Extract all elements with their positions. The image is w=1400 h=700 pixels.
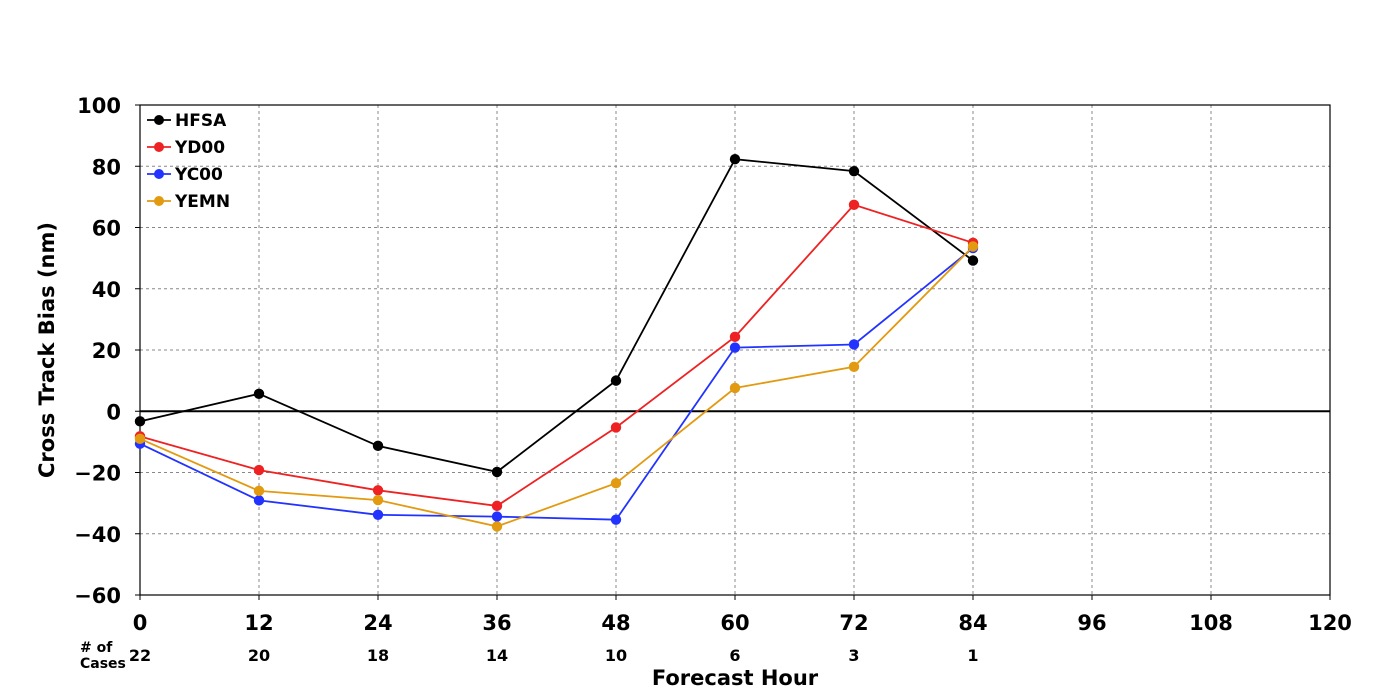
series-line (139, 245, 974, 528)
x-tick-label: 24 (363, 611, 392, 635)
legend-marker (154, 142, 164, 152)
legend-marker (154, 115, 164, 125)
cases-value: 10 (605, 646, 627, 665)
data-point (729, 342, 741, 353)
legend-label: YD00 (174, 138, 225, 158)
cases-value: 20 (248, 646, 270, 665)
data-point (848, 339, 860, 350)
series-line (139, 247, 974, 521)
data-point (610, 422, 622, 433)
x-tick-label: 0 (133, 611, 148, 635)
x-tick-label: 72 (839, 611, 868, 635)
data-point (253, 464, 265, 476)
data-point (134, 416, 146, 427)
x-tick-label: 60 (720, 611, 749, 635)
y-tick-labels: −60 −40 −20 0 20 40 60 80 100 (74, 94, 140, 608)
data-point (372, 485, 384, 496)
data-point (848, 361, 860, 373)
data-point (491, 521, 503, 532)
x-tick-label: 12 (244, 611, 273, 635)
legend-item: YC00 (147, 165, 223, 185)
data-point (848, 165, 860, 177)
data-point (372, 494, 384, 506)
data-point (848, 199, 860, 211)
cases-value: 14 (486, 646, 508, 665)
x-tick-label: 36 (482, 611, 511, 635)
data-point (253, 495, 265, 506)
y-tick-label: −40 (74, 523, 121, 547)
y-axis-title: Cross Track Bias (nm) (35, 222, 59, 478)
data-point (253, 485, 265, 497)
x-tick-labels: 0 12 24 36 48 60 72 84 96 108 120 (133, 595, 1352, 635)
legend: HFSA YD00 YC00 YEMN (147, 111, 230, 212)
y-tick-label: −20 (74, 462, 121, 486)
data-point (610, 375, 622, 386)
legend-label: YEMN (174, 192, 230, 212)
data-point (491, 500, 503, 512)
data-point (372, 509, 384, 520)
data-point (729, 382, 741, 394)
legend-marker (154, 169, 164, 179)
y-tick-label: 40 (92, 278, 121, 302)
legend-item: YEMN (147, 192, 230, 212)
y-tick-label: 20 (92, 339, 121, 363)
y-tick-label: 60 (92, 217, 121, 241)
series-yemn (134, 241, 979, 532)
x-tick-label: 96 (1077, 611, 1106, 635)
series-line (139, 158, 974, 473)
data-point (491, 466, 503, 478)
data-point (372, 440, 384, 452)
cases-value: 3 (848, 646, 859, 665)
x-tick-label: 84 (958, 611, 987, 635)
y-tick-label: 100 (77, 94, 121, 118)
x-tick-label: 120 (1308, 611, 1352, 635)
cases-value: 18 (367, 646, 389, 665)
y-tick-label: 80 (92, 155, 121, 179)
data-point (729, 154, 741, 165)
y-tick-label: 0 (106, 400, 121, 424)
cases-label-line2: Cases (80, 656, 126, 672)
legend-item: YD00 (147, 138, 225, 158)
x-tick-label: 108 (1189, 611, 1233, 635)
cases-row: # of Cases 22 20 18 14 10 6 3 1 (80, 640, 979, 672)
series-yd00 (134, 199, 979, 512)
data-point (610, 478, 622, 489)
cases-value: 6 (729, 646, 740, 665)
data-point (967, 241, 979, 252)
series-yc00 (134, 242, 979, 525)
legend-marker (154, 196, 164, 206)
legend-label: HFSA (175, 111, 227, 131)
cases-value: 22 (129, 646, 151, 665)
data-point (610, 514, 622, 525)
data-point (491, 511, 503, 522)
x-axis-title: Forecast Hour (652, 666, 819, 690)
data-point (134, 433, 146, 445)
cases-label-line1: # of (80, 640, 113, 656)
legend-item: HFSA (147, 111, 227, 131)
y-tick-label: −60 (74, 584, 121, 608)
series-line (139, 203, 974, 507)
cases-value: 1 (967, 646, 978, 665)
series-hfsa (134, 154, 979, 478)
data-point (253, 388, 265, 399)
data-point (729, 331, 741, 343)
x-tick-label: 48 (601, 611, 630, 635)
legend-label: YC00 (174, 165, 223, 185)
data-point (967, 255, 979, 266)
series-group (134, 154, 979, 532)
